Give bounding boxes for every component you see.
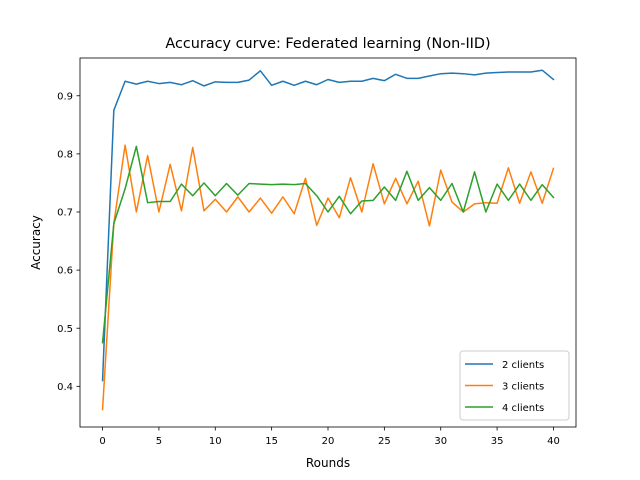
- series-line-2-clients: [101, 69, 555, 382]
- x-tick-label: 20: [322, 436, 335, 447]
- legend-label-2-clients: 2 clients: [502, 360, 544, 371]
- y-tick-label: 0.5: [57, 324, 73, 335]
- x-tick-label: 10: [209, 436, 222, 447]
- x-axis-label: Rounds: [306, 456, 350, 470]
- legend-label-3-clients: 3 clients: [502, 382, 544, 393]
- legend-label-4-clients: 4 clients: [502, 403, 544, 414]
- y-axis-ticks: 0.4 0.5 0.6 0.7 0.8 0.9: [57, 91, 80, 393]
- chart-title: Accuracy curve: Federated learning (Non-…: [165, 36, 490, 52]
- legend: 2 clients 3 clients 4 clients: [459, 350, 570, 421]
- x-tick-label: 15: [265, 436, 278, 447]
- plot-lines: [101, 69, 555, 411]
- x-tick-label: 30: [434, 436, 447, 447]
- y-tick-label: 0.8: [57, 149, 73, 160]
- y-tick-label: 0.7: [57, 208, 73, 219]
- y-tick-label: 0.4: [57, 382, 73, 393]
- legend-box: [459, 350, 570, 421]
- series-line-3-clients: [101, 144, 555, 411]
- y-tick-label: 0.9: [57, 91, 73, 102]
- x-axis-ticks: 0 5 10 15 20 25 30 35 40: [99, 427, 560, 447]
- x-tick-label: 5: [156, 436, 162, 447]
- y-tick-label: 0.6: [57, 266, 73, 277]
- x-tick-label: 40: [547, 436, 560, 447]
- x-tick-label: 25: [378, 436, 391, 447]
- x-tick-label: 0: [99, 436, 105, 447]
- y-axis-label: Accuracy: [29, 215, 43, 270]
- x-tick-label: 35: [491, 436, 504, 447]
- series-line-4-clients: [101, 145, 555, 344]
